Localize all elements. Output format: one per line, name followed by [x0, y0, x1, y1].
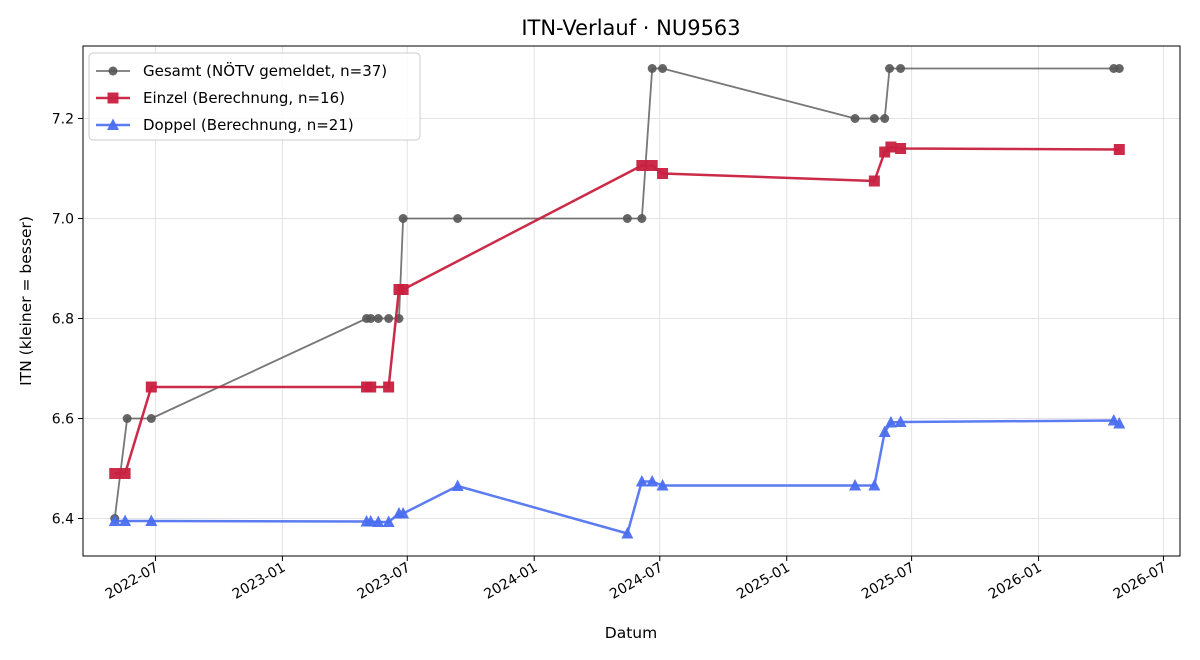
data-point-einzel: [657, 168, 669, 179]
data-point-einzel: [646, 160, 658, 171]
legend-item-einzel: Einzel (Berechnung, n=16): [96, 89, 345, 107]
y-axis: 6.4 6.6 6.8 7.0 7.2: [52, 112, 83, 528]
legend-marker-doppel: [107, 118, 119, 130]
chart-title: ITN-Verlauf · NU9563: [521, 16, 740, 40]
data-point-doppel: [397, 507, 410, 519]
y-tick-label: 6.4: [52, 512, 74, 528]
legend-item-gesamt: Gesamt (NÖTV gemeldet, n=37): [96, 61, 387, 80]
data-point-gesamt: [885, 64, 895, 73]
data-point-doppel: [849, 479, 862, 491]
legend-marker-einzel: [107, 92, 119, 104]
data-point-doppel: [119, 514, 132, 526]
data-point-gesamt: [146, 414, 156, 423]
data-point-einzel: [879, 146, 891, 158]
data-point-doppel: [1113, 417, 1126, 429]
legend-box: [88, 52, 421, 141]
data-point-gesamt: [880, 114, 890, 123]
legend-item-doppel: Doppel (Berechnung, n=21): [96, 116, 354, 134]
data-point-einzel: [636, 160, 648, 171]
data-point-gesamt: [896, 64, 906, 73]
data-point-gesamt: [850, 114, 860, 123]
data-point-gesamt: [384, 314, 394, 323]
data-point-doppel: [108, 514, 121, 526]
data-point-doppel: [372, 515, 385, 527]
data-point-gesamt: [647, 64, 657, 73]
data-point-einzel: [383, 381, 395, 393]
data-point-einzel: [1113, 144, 1125, 155]
series-doppel: [108, 414, 1126, 539]
data-point-einzel: [145, 381, 157, 393]
data-point-doppel: [646, 475, 659, 487]
data-point-doppel: [884, 416, 897, 428]
series-einzel: [109, 141, 1125, 479]
data-point-gesamt: [622, 214, 632, 223]
data-point-gesamt: [398, 214, 408, 223]
x-axis-label: Datum: [605, 624, 657, 642]
y-axis-label: ITN (kleiner = besser): [17, 216, 35, 386]
data-point-gesamt: [373, 314, 383, 323]
data-point-einzel: [109, 468, 121, 479]
legend-label-gesamt: Gesamt (NÖTV gemeldet, n=37): [143, 61, 387, 80]
data-point-einzel: [397, 284, 409, 295]
series-gesamt: [110, 64, 1124, 523]
data-point-doppel: [868, 479, 881, 491]
data-point-gesamt: [366, 314, 376, 323]
legend-label-doppel: Doppel (Berechnung, n=21): [143, 116, 354, 134]
data-point-doppel: [878, 425, 891, 437]
data-point-einzel: [868, 175, 880, 187]
data-point-doppel: [451, 479, 464, 491]
data-point-doppel: [635, 475, 648, 487]
data-point-gesamt: [658, 64, 668, 73]
y-tick-label: 7.0: [52, 212, 74, 228]
data-point-doppel: [894, 415, 907, 427]
data-point-doppel: [382, 515, 395, 527]
data-point-gesamt: [637, 214, 647, 223]
data-point-doppel: [621, 527, 634, 539]
legend-marker-gesamt: [108, 66, 118, 76]
data-point-doppel: [656, 479, 669, 491]
data-point-einzel: [885, 141, 897, 153]
y-tick-label: 6.8: [52, 312, 74, 328]
data-point-gesamt: [122, 414, 132, 423]
legend-label-einzel: Einzel (Berechnung, n=16): [143, 89, 345, 107]
data-point-einzel: [119, 468, 131, 479]
legend: Gesamt (NÖTV gemeldet, n=37) Einzel (Bere…: [88, 52, 421, 141]
y-tick-label: 7.2: [52, 112, 74, 128]
series-layer: [108, 64, 1126, 539]
data-point-gesamt: [1114, 64, 1124, 73]
data-point-gesamt: [869, 114, 879, 123]
plot-frame: [82, 45, 1181, 557]
y-tick-label: 6.6: [52, 412, 74, 428]
data-point-doppel: [145, 514, 158, 526]
data-point-einzel: [365, 381, 377, 393]
data-point-einzel: [895, 143, 907, 154]
data-point-doppel: [364, 515, 377, 527]
data-point-gesamt: [453, 214, 463, 223]
